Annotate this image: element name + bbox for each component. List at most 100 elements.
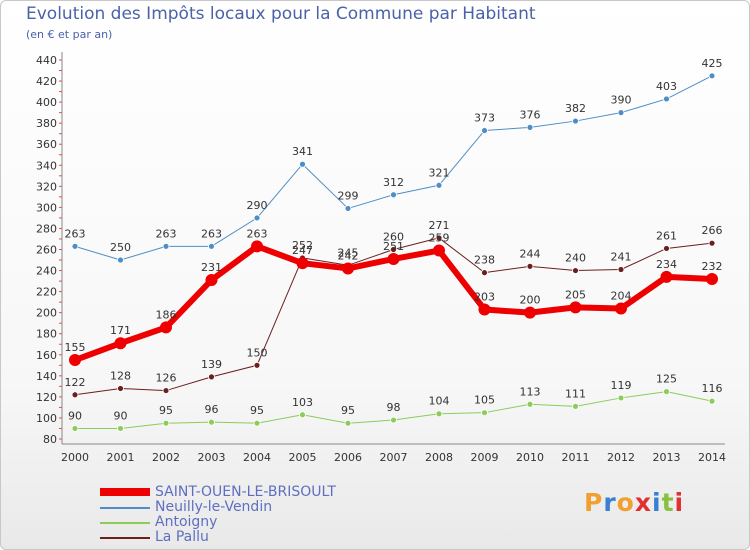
y-tick-label: 300 [36,201,57,214]
data-label: 90 [114,409,128,422]
data-label: 139 [201,358,222,371]
data-label: 205 [565,288,586,301]
data-label: 95 [341,404,355,417]
y-tick-label: 280 [36,222,57,235]
data-label: 403 [656,80,677,93]
x-tick-label: 2010 [516,451,544,464]
data-label: 200 [520,294,541,307]
y-tick-label: 140 [36,370,57,383]
logo-letter: i [674,488,685,517]
y-tick-label: 120 [36,391,57,404]
data-point [342,262,354,275]
data-label: 231 [201,261,222,274]
data-label: 238 [474,254,495,267]
data-point [663,388,670,396]
data-label: 128 [110,369,131,382]
x-tick-label: 2011 [562,451,590,464]
data-label: 271 [429,219,450,232]
x-tick-label: 2001 [107,451,135,464]
data-point [526,262,534,270]
data-label: 116 [702,382,723,395]
data-label: 126 [156,372,177,385]
x-tick-label: 2005 [289,451,317,464]
y-tick-label: 400 [36,96,57,109]
legend-label-neuilly: Neuilly-le-Vendin [155,499,273,515]
data-point [660,270,673,283]
data-label: 103 [292,396,313,409]
data-label: 98 [387,401,401,414]
chart-axes: 80 100 120 140 160 180 200 220 240 260 280 300 320 34… [36,52,726,464]
data-point [253,214,261,222]
data-label: 96 [205,403,219,416]
y-tick-label: 220 [36,286,57,299]
data-point [435,234,443,242]
data-label: 95 [159,404,173,417]
data-point [663,95,670,103]
data-label: 251 [383,240,404,253]
data-point [299,160,306,168]
data-label: 373 [474,112,495,125]
logo-letter: o [616,488,635,517]
logo-letter: r [603,488,617,517]
data-point [208,418,215,426]
data-point [706,272,718,285]
x-tick-label: 2003 [198,451,226,464]
data-point [481,127,488,134]
logo-letter: x [634,488,652,517]
data-point [390,416,397,424]
data-point [71,425,79,432]
y-tick-label: 360 [36,138,57,151]
data-point [526,123,534,131]
x-tick-label: 2014 [698,451,726,464]
chart-title: Evolution des Impôts locaux pour la Comm… [26,4,536,24]
legend-label-la-pallu: La Pallu [155,529,209,545]
data-label: 425 [702,57,723,70]
x-tick-label: 2012 [607,451,635,464]
x-tick-label: 2008 [425,451,453,464]
data-label: 250 [110,241,131,254]
data-point [617,394,625,402]
data-label: 245 [338,246,359,259]
data-point [572,117,579,125]
data-point [481,409,488,417]
data-point [299,411,306,419]
data-point [117,425,124,432]
data-labels-layer: 263 250 263 263 290 341 299 312 321 373 376 382 390 4… [65,57,723,423]
data-point [617,266,625,273]
data-point [708,239,716,247]
x-tick-label: 2004 [243,451,271,464]
chart-subtitle: (en € et par an) [26,28,113,41]
data-label: 263 [65,227,86,240]
y-tick-label: 200 [36,307,57,320]
y-tick-label: 320 [36,180,57,193]
x-tick-label: 2002 [152,451,180,464]
data-label: 263 [201,227,222,240]
x-tick-label: 2013 [653,451,681,464]
data-label: 263 [156,227,177,240]
data-point [569,301,582,314]
y-tick-label: 240 [36,265,57,278]
proxiti-logo: Proxiti [584,488,684,517]
data-label: 261 [656,229,677,242]
data-label: 244 [520,247,541,260]
data-point [296,257,309,270]
data-point [617,109,625,117]
data-point [162,242,170,250]
data-point [435,181,443,189]
data-point [208,242,215,250]
data-label: 341 [292,145,313,158]
data-point [117,256,124,264]
data-point [615,302,627,315]
y-tick-label: 380 [36,117,57,130]
y-tick-label: 420 [36,75,57,88]
data-label: 105 [474,394,495,407]
data-point [117,385,124,392]
data-label: 390 [611,94,632,107]
legend-swatch-la-pallu [100,537,150,539]
data-point [114,337,127,350]
data-label: 155 [65,341,86,354]
data-label: 266 [702,224,723,237]
data-point [435,410,443,418]
y-tick-label: 100 [36,412,57,425]
